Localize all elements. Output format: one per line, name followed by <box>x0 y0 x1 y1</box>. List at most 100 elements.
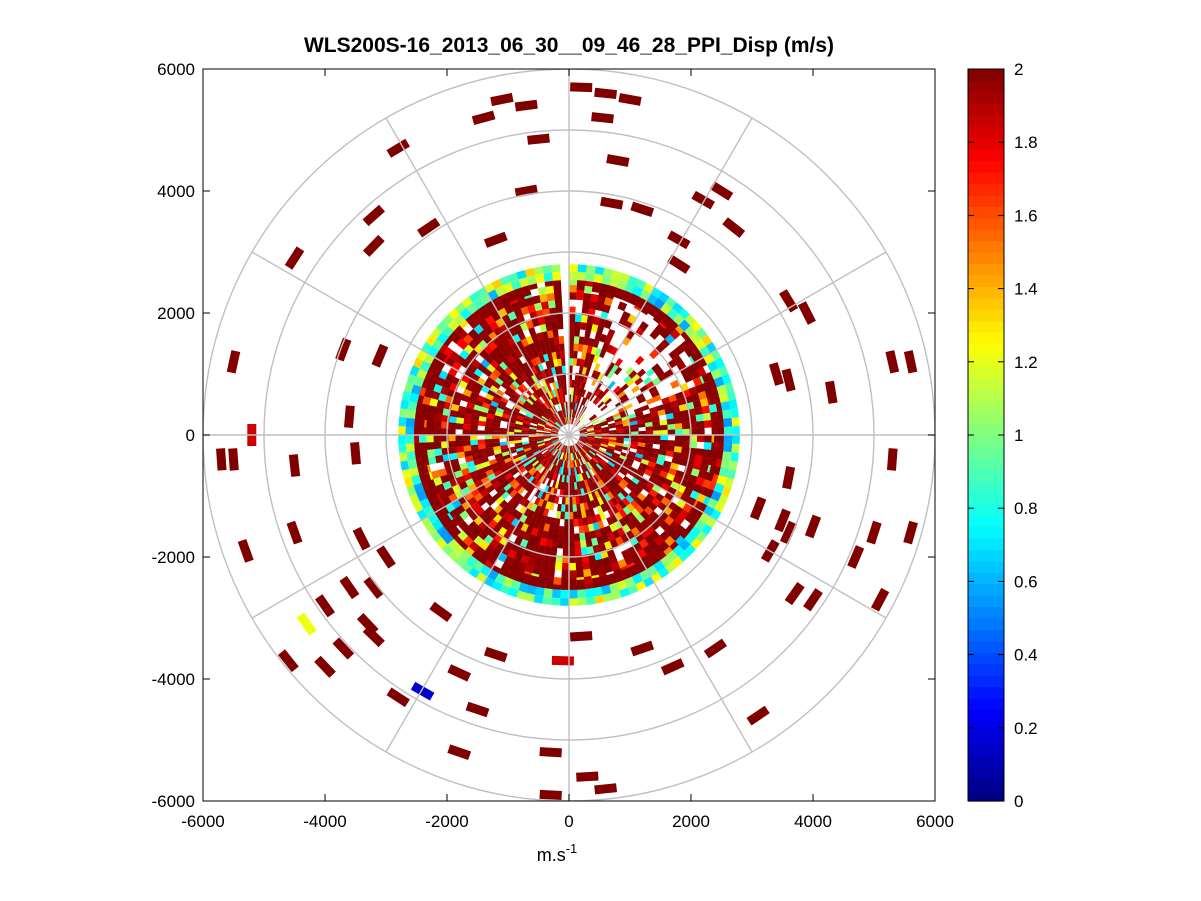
core-cell <box>580 397 586 405</box>
core-cell <box>594 529 602 538</box>
core-cell <box>471 414 480 421</box>
core-cell <box>554 388 559 397</box>
core-cell <box>536 529 544 538</box>
core-cell <box>625 330 635 340</box>
core-cell <box>633 473 643 481</box>
core-cell <box>557 540 564 549</box>
core-cell <box>570 416 573 425</box>
core-cell <box>430 470 441 480</box>
core-cell <box>659 328 671 340</box>
core-edge-cell <box>718 365 729 377</box>
core-edge-cell <box>603 592 614 603</box>
core-cell <box>608 380 616 389</box>
core-cell <box>661 465 671 474</box>
core-cell <box>488 458 498 466</box>
core-cell <box>549 455 556 463</box>
core-cell <box>438 490 449 501</box>
core-cell <box>559 474 563 483</box>
core-cell <box>593 362 601 372</box>
core-edge-cell <box>613 570 625 583</box>
core-cell <box>612 452 621 458</box>
core-cell <box>649 406 658 414</box>
chart-title: WLS200S-16_2013_06_30__09_46_28_PPI_Disp… <box>304 34 834 57</box>
core-cell <box>608 441 617 445</box>
core-edge-cell <box>704 379 717 391</box>
core-cell <box>644 469 653 477</box>
core-cell <box>643 413 652 419</box>
velocity-cell <box>216 448 227 471</box>
core-cell <box>577 441 585 446</box>
core-cell <box>664 368 674 379</box>
core-cell <box>464 369 474 379</box>
core-cell <box>543 412 550 419</box>
core-cell <box>664 333 676 345</box>
core-cell <box>568 313 576 322</box>
core-edge-cell <box>731 443 740 453</box>
core-cell <box>659 444 668 451</box>
core-cell <box>484 426 493 432</box>
core-edge-cell <box>416 368 428 380</box>
core-cell <box>666 359 677 370</box>
velocity-cell <box>594 87 618 100</box>
core-cell <box>467 483 478 492</box>
core-cell <box>519 456 528 463</box>
core-cell <box>708 457 718 467</box>
core-cell <box>547 561 556 570</box>
core-cell <box>442 480 452 491</box>
core-cell <box>502 503 512 513</box>
core-cell <box>455 417 465 424</box>
core-edge-cell <box>724 382 734 393</box>
core-edge-cell <box>494 573 507 585</box>
core-cell <box>631 508 641 518</box>
core-cell <box>562 460 565 468</box>
core-cell <box>588 493 595 502</box>
core-edge-cell <box>477 305 490 318</box>
core-cell <box>472 454 481 461</box>
core-cell <box>549 502 555 511</box>
core-cell <box>592 457 600 464</box>
core-cell <box>528 456 537 464</box>
y-tick-label: 6000 <box>157 60 195 79</box>
core-cell <box>509 383 518 392</box>
core-cell <box>598 460 607 467</box>
core-edge-cell <box>593 586 604 597</box>
core-cell <box>441 335 453 347</box>
core-cell <box>561 410 565 418</box>
core-cell <box>551 351 557 360</box>
core-cell <box>549 314 558 323</box>
core-cell <box>539 537 547 547</box>
core-cell <box>520 305 530 316</box>
core-cell <box>484 430 493 436</box>
core-cell <box>541 330 549 340</box>
core-edge-cell <box>533 594 544 604</box>
colorbar-step <box>968 572 1004 585</box>
core-cell <box>448 422 457 430</box>
core-cell <box>563 452 567 461</box>
core-cell <box>544 424 553 429</box>
core-edge-cell <box>430 327 442 339</box>
core-cell <box>508 397 517 404</box>
core-cell <box>657 409 666 416</box>
core-cell <box>491 438 500 444</box>
velocity-cell <box>352 526 371 551</box>
core-cell <box>592 396 600 404</box>
core-cell <box>628 491 638 500</box>
velocity-cell <box>784 582 805 606</box>
core-cell <box>664 525 676 537</box>
core-edge-cell <box>723 434 733 444</box>
core-cell <box>490 462 499 470</box>
core-cell <box>535 463 543 471</box>
core-cell <box>683 373 693 383</box>
core-cell <box>685 523 697 535</box>
core-cell <box>651 363 661 373</box>
core-cell <box>489 385 499 393</box>
core-cell <box>542 468 549 477</box>
core-cell <box>517 385 525 394</box>
core-cell <box>600 443 609 448</box>
core-cell <box>695 383 705 394</box>
core-cell <box>587 392 593 401</box>
core-cell <box>588 414 596 420</box>
core-cell <box>591 369 598 379</box>
core-cell <box>538 354 546 364</box>
